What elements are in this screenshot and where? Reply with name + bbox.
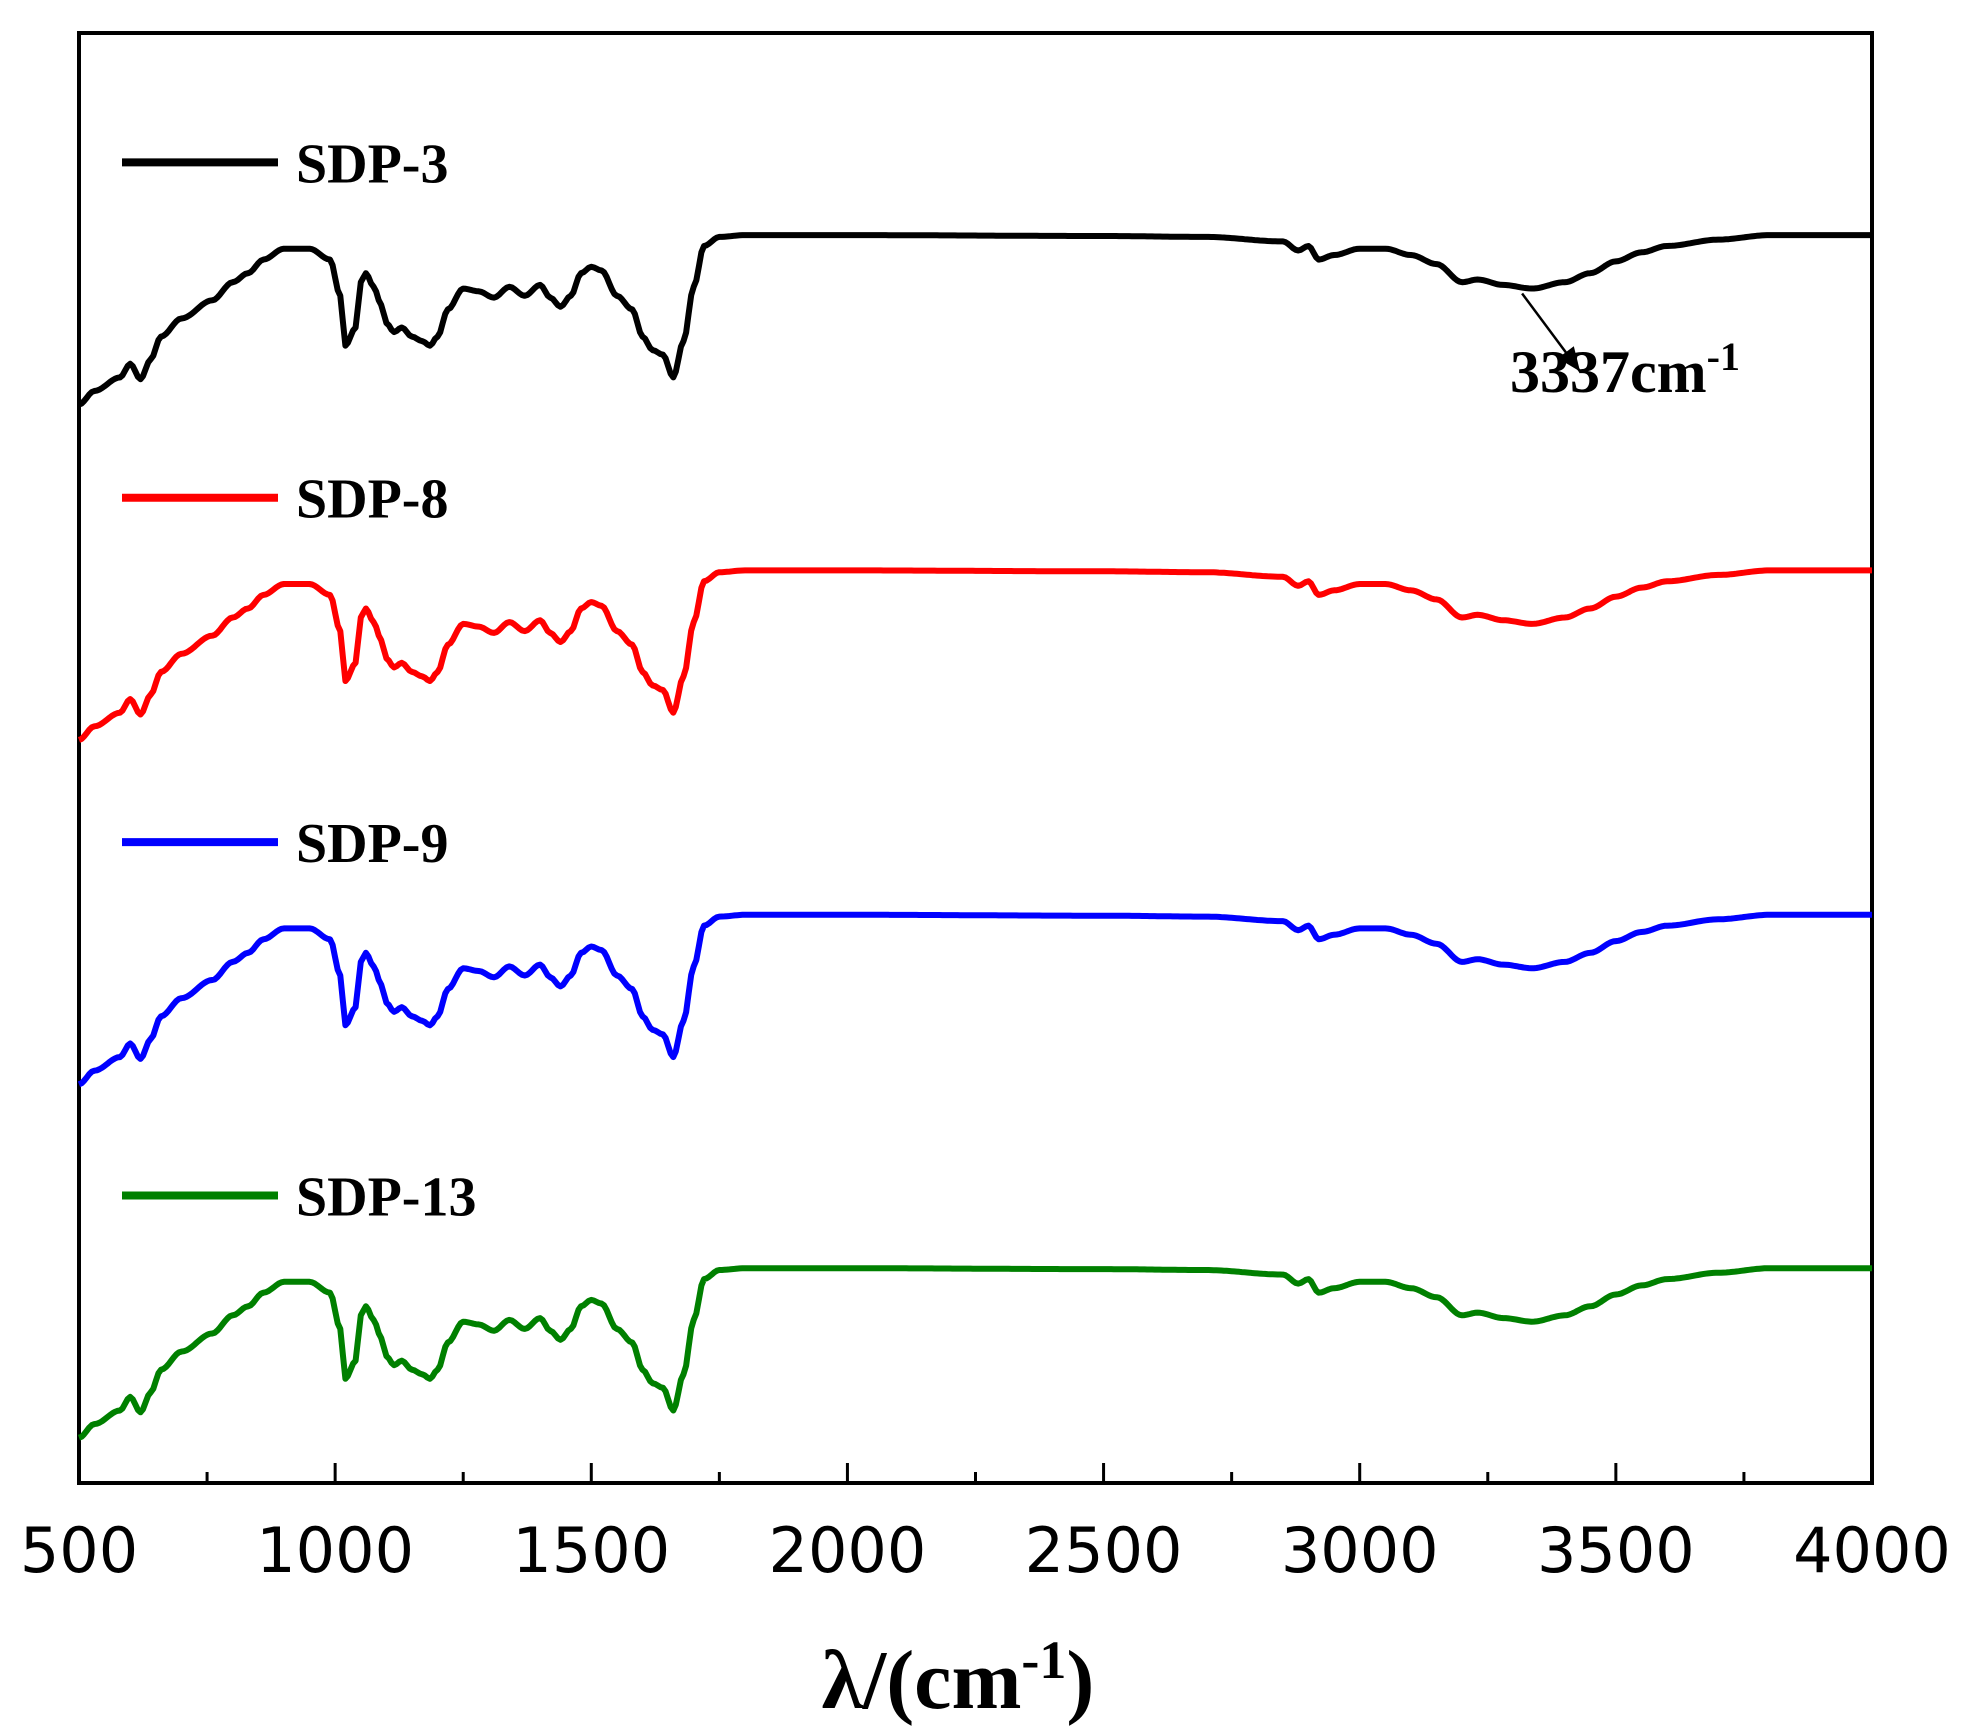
series-line-sdp-13 xyxy=(77,1265,1873,1441)
x-tick-label: 2500 xyxy=(1025,1514,1183,1587)
annotation-group: 3337cm-1 xyxy=(1510,292,1740,406)
x-tick-label: 3000 xyxy=(1281,1514,1439,1587)
x-axis-label-superscript: -1 xyxy=(1021,1630,1066,1690)
x-tick-label: 2000 xyxy=(769,1514,927,1587)
series-line-sdp-9 xyxy=(77,911,1873,1088)
legend: SDP-3 SDP-8 SDP-9 SDP-13 xyxy=(122,133,476,1229)
annotation-arrow-head xyxy=(1557,346,1581,372)
plot-frame xyxy=(77,31,1874,1485)
series-line-sdp-3 xyxy=(77,232,1873,408)
annotation-label: 3337cm-1 xyxy=(1510,334,1740,406)
legend-label: SDP-9 xyxy=(296,813,448,875)
series-line-sdp-8 xyxy=(77,567,1873,743)
legend-label: SDP-3 xyxy=(296,133,448,195)
x-tick-label: 1000 xyxy=(256,1514,414,1587)
x-axis-label: λ/(cm-1) xyxy=(822,1630,1095,1727)
x-tick-label: 1500 xyxy=(512,1514,670,1587)
x-axis-ticks: 500 1000 1500 2000 2500 3000 3500 4000 xyxy=(20,1463,1951,1587)
legend-label: SDP-8 xyxy=(296,469,448,531)
x-tick-label: 3500 xyxy=(1537,1514,1695,1587)
x-tick-label: 500 xyxy=(20,1514,138,1587)
series-group xyxy=(77,232,1873,1441)
legend-label: SDP-13 xyxy=(296,1167,476,1229)
x-tick-label: 4000 xyxy=(1793,1514,1951,1587)
